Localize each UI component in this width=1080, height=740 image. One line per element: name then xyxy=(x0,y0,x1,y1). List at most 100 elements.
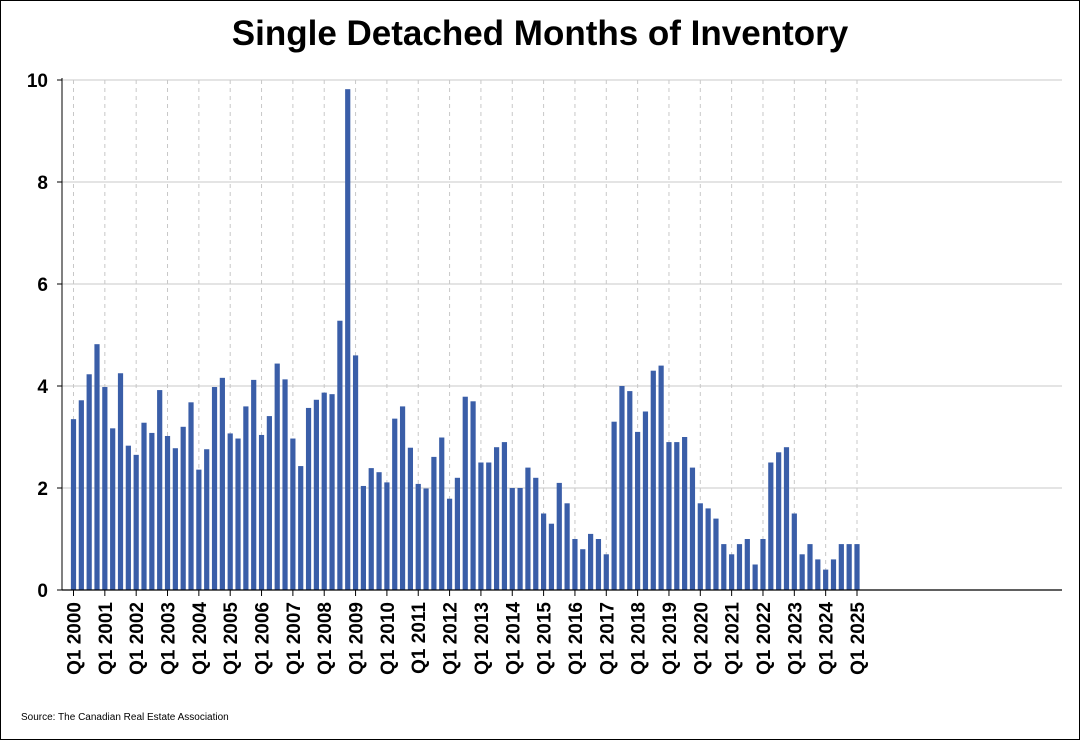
bar: Q2 2003: 2.78 xyxy=(172,448,178,590)
bar: Q2 2007: 2.43 xyxy=(298,466,304,590)
bar: Q4 2010: 2.79 xyxy=(407,447,414,590)
x-tick-label: Q1 2025 xyxy=(848,602,869,675)
bar: Q4 2004: 4.16 xyxy=(219,377,225,590)
bar: Q2 2017: 3.3 xyxy=(611,421,617,590)
axes xyxy=(57,78,1062,596)
bar: Q4 2020: 0.9 xyxy=(721,544,727,590)
bar: Q2 2004: 2.76 xyxy=(204,449,210,590)
bar: Q2 2006: 3.41 xyxy=(266,416,272,590)
bar: Q2 2021: 0.9 xyxy=(736,544,743,590)
bar: Q3 2003: 3.2 xyxy=(180,426,186,590)
bar: Q1 2018: 3.1 xyxy=(635,431,641,590)
x-tick-label: Q1 2007 xyxy=(284,602,305,675)
bar: Q3 2005: 3.6 xyxy=(243,406,249,590)
x-tick-label: Q1 2019 xyxy=(660,602,681,675)
x-tick-label: Q1 2022 xyxy=(754,602,775,675)
bar: Q2 2019: 2.9 xyxy=(674,442,680,590)
bar: Q4 2002: 3.92 xyxy=(157,390,163,590)
x-tick-label: Q1 2004 xyxy=(190,602,211,675)
bar: Q4 2015: 1.7 xyxy=(564,503,570,590)
x-tick-label: Q1 2013 xyxy=(472,602,493,675)
x-tick-label: Q1 2011 xyxy=(409,602,430,674)
x-tick-label: Q1 2010 xyxy=(378,602,399,675)
x-tick-label: Q1 2003 xyxy=(159,602,180,675)
bar: Q1 2025: 0.9 xyxy=(854,544,860,590)
bar: Q3 2015: 2.1 xyxy=(556,482,562,590)
bar: Q1 2013: 2.5 xyxy=(478,462,484,590)
y-tick-label: 8 xyxy=(37,173,48,194)
bar: Q2 2012: 2.2 xyxy=(454,477,461,590)
bar: Q4 2023: 0.6 xyxy=(815,559,821,590)
bar: Q4 2016: 1 xyxy=(595,539,602,590)
bar: Q4 2008: 9.82 xyxy=(345,89,351,591)
x-tick-label: Q1 2017 xyxy=(597,602,618,675)
bar: Q3 2014: 2.4 xyxy=(525,467,531,590)
bar: Q2 2013: 2.5 xyxy=(486,462,492,590)
bar: Q1 2006: 3.04 xyxy=(258,434,265,590)
x-tick-label: Q1 2001 xyxy=(96,602,117,675)
x-tick-label: Q1 2014 xyxy=(503,602,524,675)
bar: Q1 2000: 3.35 xyxy=(70,419,77,590)
bar: Q1 2002: 2.65 xyxy=(133,454,139,590)
bar: Q3 2008: 5.28 xyxy=(337,320,343,590)
bar: Q4 2022: 2.8 xyxy=(783,447,790,590)
chart-title: Single Detached Months of Inventory xyxy=(231,14,849,53)
x-tick-label: Q1 2018 xyxy=(629,602,650,675)
bar: Q4 2005: 4.12 xyxy=(251,379,257,590)
bar: Q1 2021: 0.7 xyxy=(729,554,735,590)
bar: Q1 2019: 2.9 xyxy=(666,442,672,590)
bar: Q1 2008: 3.87 xyxy=(321,392,327,590)
y-tick-label: 4 xyxy=(37,377,48,398)
bar: Q2 2008: 3.84 xyxy=(329,394,335,590)
bar: Q4 2000: 4.82 xyxy=(94,344,100,590)
x-tick-label: Q1 2015 xyxy=(535,602,556,675)
bar: Q1 2010: 2.11 xyxy=(384,482,390,590)
bar: Q4 2021: 0.5 xyxy=(752,564,758,590)
tick-labels: 0 2 4 6 8 10 Q1 2000 Q1 2001 Q1 2002 Q1 2003 Q1 20… xyxy=(27,71,869,675)
bar: Q4 2024: 0.9 xyxy=(846,544,852,590)
bar: Q4 2001: 2.83 xyxy=(125,445,131,590)
bar: Q4 2014: 2.2 xyxy=(533,477,539,590)
bar: Q1 2016: 1 xyxy=(572,539,578,590)
bar: Q1 2001: 3.98 xyxy=(102,387,108,590)
bar: Q1 2003: 3.02 xyxy=(164,435,171,590)
bar: Q2 2000: 3.72 xyxy=(78,400,84,590)
bar: Q1 2024: 0.4 xyxy=(823,569,829,590)
source-note: Source: The Canadian Real Estate Associa… xyxy=(21,712,229,723)
bar: Q1 2011: 2.08 xyxy=(415,483,421,590)
bar: Q2 2009: 2.04 xyxy=(360,485,366,590)
bar: Q2 2005: 2.97 xyxy=(235,438,241,590)
bar: Q1 2020: 1.7 xyxy=(697,503,703,590)
bar: Q1 2022: 1 xyxy=(760,539,766,590)
bar: Q3 2024: 0.9 xyxy=(838,544,844,590)
bar: Q3 2020: 1.4 xyxy=(713,518,719,590)
bars: Q1 2000: 3.35Q2 2000: 3.72Q3 2000: 4.23Q… xyxy=(70,89,860,591)
bar: Q3 2001: 4.25 xyxy=(117,373,124,590)
y-tick-label: 2 xyxy=(37,479,48,500)
bar: Q3 2016: 1.1 xyxy=(588,533,594,590)
bar: Q3 2007: 3.57 xyxy=(305,407,312,590)
bar: Q4 2007: 3.73 xyxy=(313,399,319,590)
bar: Q3 2009: 2.39 xyxy=(368,468,374,590)
x-tick-label: Q1 2005 xyxy=(221,602,242,675)
bar: Q2 2024: 0.6 xyxy=(830,559,837,590)
bar: Q2 2022: 2.5 xyxy=(768,462,774,590)
bar: Q3 2019: 3 xyxy=(682,437,688,590)
bar: Q3 2010: 3.6 xyxy=(399,406,406,590)
bar: Q3 2002: 3.08 xyxy=(149,432,155,590)
bar: Q2 2020: 1.6 xyxy=(705,508,711,590)
bar: Q2 2001: 3.17 xyxy=(110,428,116,590)
bar: Q3 2013: 2.8 xyxy=(493,447,500,590)
bar: Q4 2011: 2.99 xyxy=(439,437,445,590)
bar: Q3 2012: 3.79 xyxy=(462,396,468,590)
bar: Q1 2023: 1.5 xyxy=(791,513,797,590)
bar: Q3 2011: 2.61 xyxy=(431,456,437,590)
bar: Q2 2014: 2 xyxy=(517,488,523,590)
x-tick-label: Q1 2012 xyxy=(441,602,462,675)
bar: Q4 2018: 4.4 xyxy=(658,365,664,590)
bar: Q2 2002: 3.28 xyxy=(141,422,147,590)
bar: Q3 2000: 4.23 xyxy=(86,374,92,590)
bar: Q3 2022: 2.7 xyxy=(776,452,782,590)
x-tick-label: Q1 2006 xyxy=(253,602,274,675)
